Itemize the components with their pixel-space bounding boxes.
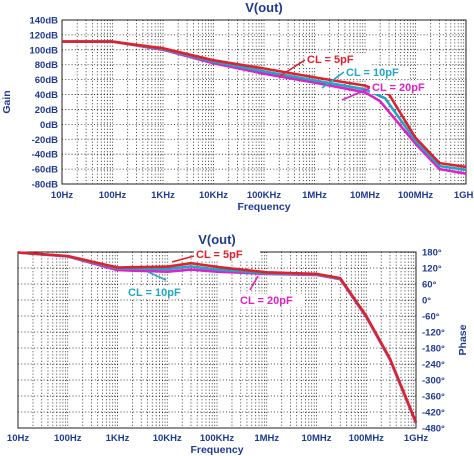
annotation-label: CL = 20pF [240,295,293,307]
y-tick-label: 80dB [35,60,58,71]
y-axis-title: Gain [1,90,13,113]
plot-frame [61,19,467,185]
y-tick-label: -420° [422,408,445,419]
x-tick-label: 10Hz [51,190,73,201]
annotation-background [194,248,260,261]
x-tick-label: 1GHz [404,433,429,444]
y-tick-label: -300° [422,376,445,387]
annotation-background [126,286,192,299]
y-tick-label: 0° [422,296,431,307]
annotation-label: CL = 20pF [372,82,425,94]
annotation-label: CL = 5pF [307,54,354,66]
y-tick-label: 120dB [29,30,58,41]
x-axis-title: Frequency [190,444,243,456]
annotation-background [344,66,410,79]
x-tick-label: 100KHz [247,190,282,201]
gain-chart: 140dB 120dB 100dB 80dB 60dB 40dB 20dB 0dB -20dB -… [1,0,474,213]
annotation-label: CL = 10pF [128,287,181,299]
y-tick-label: -480° [422,424,445,435]
x-tick-label: 100KHz [200,433,235,444]
annotation-background [238,294,304,307]
y-tick-label: -360° [422,392,445,403]
series-line-cl5 [17,251,418,423]
x-tick-label: 1MHz [254,433,279,444]
y-tick-label: -80dB [32,180,59,191]
y-tick-label: 180° [422,248,442,259]
annotation-leader [249,275,259,291]
x-tick-label: 1KHz [151,190,175,201]
y-axis-title: Phase [457,324,469,355]
annotation-leader [147,271,167,281]
annotation-background [370,81,436,94]
y-tick-label: -120° [422,328,445,339]
series-line-cl5 [62,40,467,169]
annotation-label: CL = 5pF [196,249,243,261]
x-axis-title: Frequency [237,201,290,213]
grid [17,251,416,429]
x-tick-label: 10KHz [199,190,228,201]
x-tick-label: 10KHz [153,433,182,444]
y-tick-label: -180° [422,344,445,355]
annotation-background [305,53,371,66]
y-tick-label: 60dB [35,75,58,86]
x-tick-label: 100MHz [398,190,434,201]
y-tick-label: -60° [422,312,440,323]
x-tick-label: 100Hz [54,433,82,444]
y-tick-label: -60dB [32,165,59,176]
chart-title: V(out) [198,232,236,247]
annotation-leader [279,59,306,77]
x-tick-label: 100MHz [349,433,385,444]
x-tick-label: 1KHz [106,433,130,444]
y-tick-label: 120° [422,264,442,275]
annotation-leader [171,255,195,263]
y-tick-label: -240° [422,360,445,371]
grid [61,19,466,185]
annotation-label: CL = 10pF [346,67,399,79]
y-tick-label: 140dB [29,16,58,27]
phase-chart: 180° 120° 60° 0° -60° -120° -180° -240° -300° -36… [7,232,469,456]
x-tick-label: 1MHz [302,190,327,201]
y-tick-label: 100dB [29,45,58,56]
y-tick-label: 20dB [35,105,58,116]
series-line-cl10 [62,40,467,172]
x-tick-label: 10MHz [301,433,331,444]
x-tick-label: 100Hz [99,190,127,201]
x-tick-label: 10Hz [7,433,29,444]
y-tick-label: -20dB [32,135,59,146]
y-tick-label: 60° [422,280,437,291]
annotation-leader [321,71,345,89]
y-tick-label: 40dB [35,90,58,101]
annotation-leader [341,87,371,101]
x-tick-label: 1GHz [454,190,474,201]
chart-title: V(out) [245,0,283,15]
y-tick-label: -40dB [32,150,59,161]
y-tick-label: 0dB [40,120,58,131]
x-tick-label: 10MHz [350,190,380,201]
